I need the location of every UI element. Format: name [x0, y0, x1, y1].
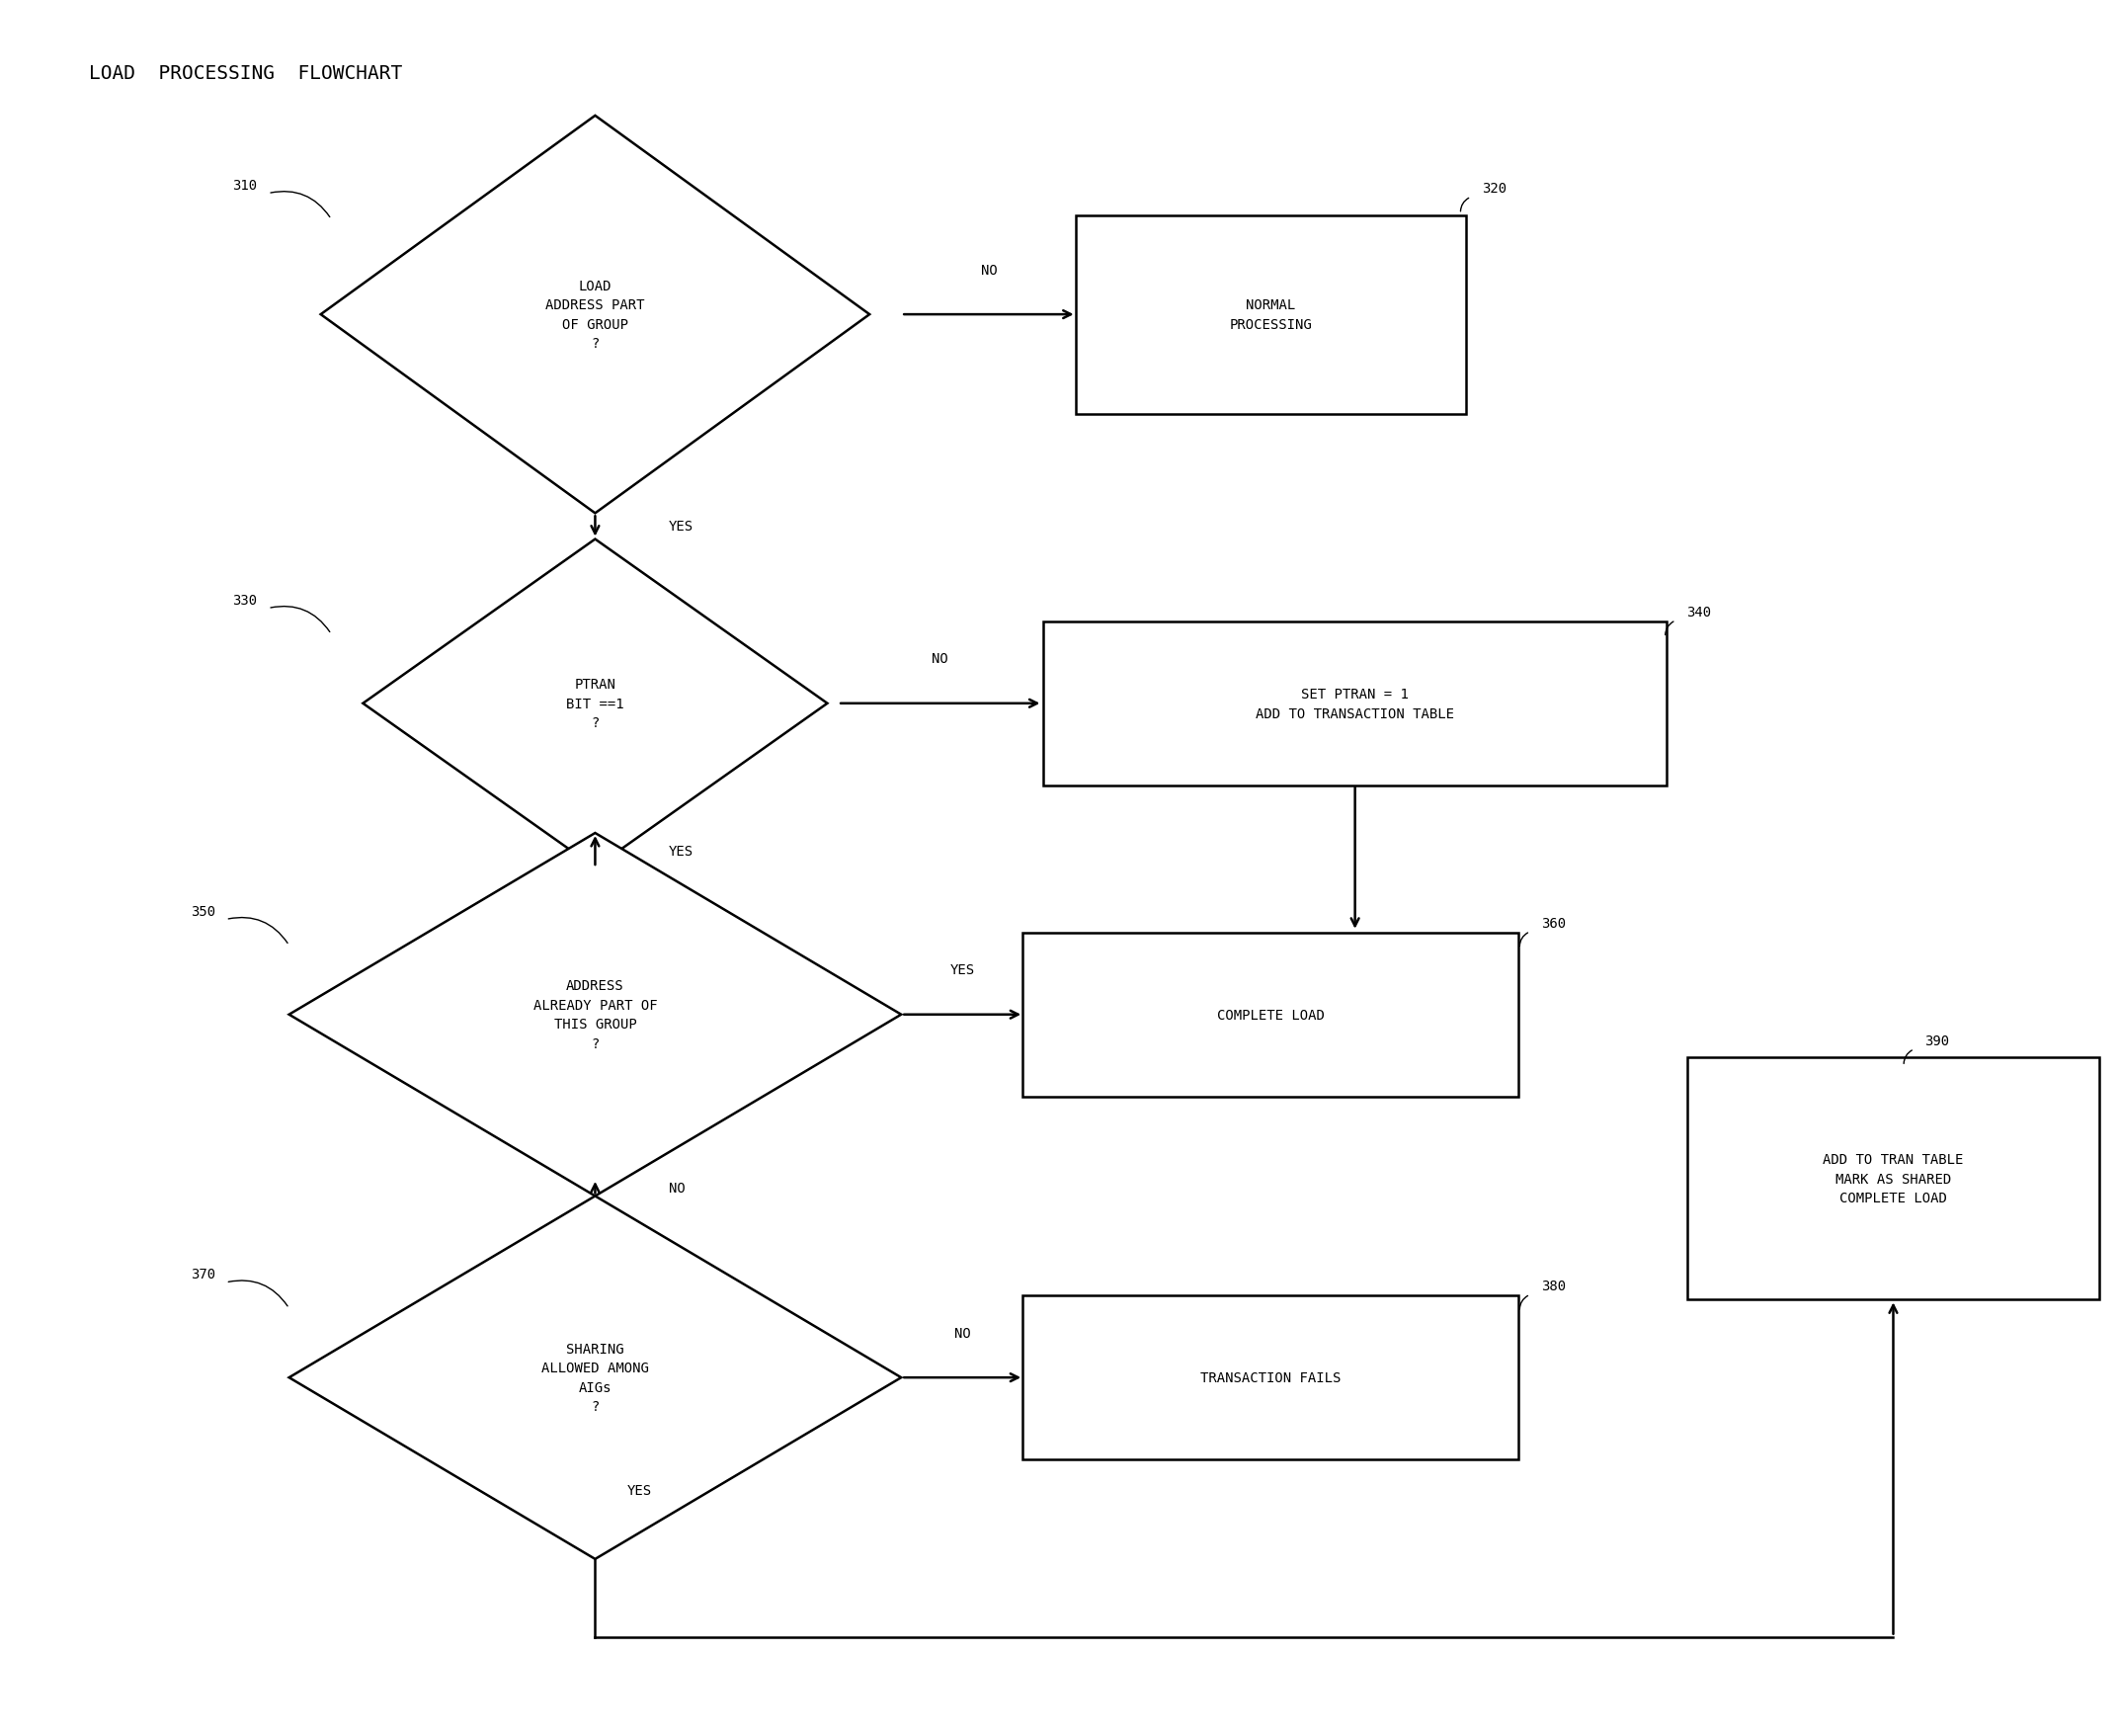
- Polygon shape: [288, 833, 901, 1196]
- Text: NO: NO: [670, 1180, 687, 1194]
- Text: 370: 370: [191, 1267, 216, 1281]
- FancyBboxPatch shape: [1023, 1295, 1519, 1460]
- Text: NO: NO: [932, 653, 949, 667]
- Text: NO: NO: [981, 264, 998, 278]
- Text: 350: 350: [191, 904, 216, 918]
- Text: 320: 320: [1481, 182, 1507, 196]
- Text: 330: 330: [233, 594, 256, 608]
- Text: LOAD  PROCESSING  FLOWCHART: LOAD PROCESSING FLOWCHART: [89, 64, 403, 83]
- Polygon shape: [320, 116, 869, 514]
- Text: YES: YES: [670, 844, 693, 858]
- Text: 340: 340: [1687, 606, 1712, 620]
- Text: TRANSACTION FAILS: TRANSACTION FAILS: [1199, 1371, 1341, 1385]
- Text: 380: 380: [1541, 1279, 1566, 1293]
- Text: YES: YES: [627, 1483, 653, 1496]
- Text: ADD TO TRAN TABLE
MARK AS SHARED
COMPLETE LOAD: ADD TO TRAN TABLE MARK AS SHARED COMPLET…: [1822, 1153, 1964, 1205]
- Polygon shape: [362, 540, 826, 868]
- Text: SHARING
ALLOWED AMONG
AIGs
?: SHARING ALLOWED AMONG AIGs ?: [540, 1342, 648, 1413]
- FancyBboxPatch shape: [1074, 215, 1466, 415]
- Text: 390: 390: [1924, 1035, 1949, 1049]
- Text: LOAD
ADDRESS PART
OF GROUP
?: LOAD ADDRESS PART OF GROUP ?: [545, 279, 644, 351]
- Text: YES: YES: [949, 963, 975, 977]
- Text: ADDRESS
ALREADY PART OF
THIS GROUP
?: ADDRESS ALREADY PART OF THIS GROUP ?: [534, 979, 657, 1050]
- Text: PTRAN
BIT ==1
?: PTRAN BIT ==1 ?: [566, 677, 625, 731]
- FancyBboxPatch shape: [1687, 1057, 2100, 1300]
- FancyBboxPatch shape: [1045, 621, 1666, 786]
- Text: NORMAL
PROCESSING: NORMAL PROCESSING: [1229, 299, 1312, 332]
- Text: 310: 310: [233, 179, 256, 193]
- Text: 360: 360: [1541, 917, 1566, 930]
- Polygon shape: [288, 1196, 901, 1559]
- Text: SET PTRAN = 1
ADD TO TRANSACTION TABLE: SET PTRAN = 1 ADD TO TRANSACTION TABLE: [1257, 687, 1454, 720]
- FancyBboxPatch shape: [1023, 932, 1519, 1097]
- Text: YES: YES: [670, 519, 693, 533]
- Text: COMPLETE LOAD: COMPLETE LOAD: [1216, 1009, 1324, 1023]
- Text: NO: NO: [954, 1326, 971, 1340]
